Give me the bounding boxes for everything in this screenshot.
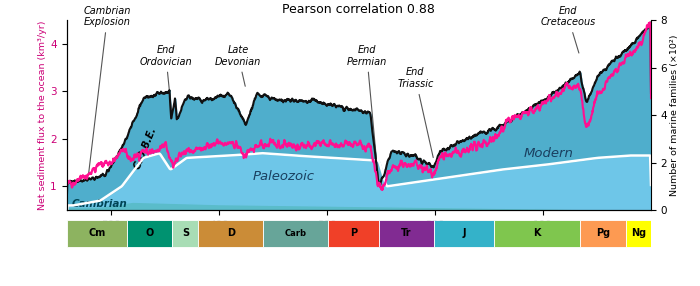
Text: End
Permian: End Permian xyxy=(346,45,387,181)
X-axis label: Time (Ma): Time (Ma) xyxy=(332,231,385,241)
FancyBboxPatch shape xyxy=(263,220,328,247)
Y-axis label: Number of marine families (×10²): Number of marine families (×10²) xyxy=(670,34,679,196)
FancyBboxPatch shape xyxy=(494,220,580,247)
Text: End
Cretaceous: End Cretaceous xyxy=(540,5,596,53)
Text: Tr: Tr xyxy=(401,228,412,238)
Text: Cambrian: Cambrian xyxy=(72,198,128,208)
Text: Cm: Cm xyxy=(88,228,106,238)
FancyBboxPatch shape xyxy=(328,220,379,247)
Text: Carb: Carb xyxy=(284,229,307,238)
FancyBboxPatch shape xyxy=(626,220,651,247)
Text: Paleozoic: Paleozoic xyxy=(253,170,315,183)
Text: P: P xyxy=(350,228,357,238)
Y-axis label: Net sediment flux to the ocean (km³/yr): Net sediment flux to the ocean (km³/yr) xyxy=(38,20,48,210)
FancyBboxPatch shape xyxy=(379,220,434,247)
FancyBboxPatch shape xyxy=(198,220,263,247)
Text: S: S xyxy=(182,228,189,238)
Text: G.O.B.E.: G.O.B.E. xyxy=(132,126,158,171)
Text: Pg: Pg xyxy=(596,228,610,238)
Text: Ng: Ng xyxy=(631,228,646,238)
FancyBboxPatch shape xyxy=(434,220,494,247)
Text: End
Triassic: End Triassic xyxy=(398,67,434,158)
Text: Pearson correlation 0.88: Pearson correlation 0.88 xyxy=(282,3,435,16)
FancyBboxPatch shape xyxy=(580,220,627,247)
FancyBboxPatch shape xyxy=(127,220,172,247)
Text: O: O xyxy=(146,228,154,238)
Text: D: D xyxy=(227,228,235,238)
FancyBboxPatch shape xyxy=(66,220,127,247)
Text: Late
Devonian: Late Devonian xyxy=(215,45,261,86)
Text: End
Ordovician: End Ordovician xyxy=(139,45,193,118)
Text: Cambrian
Explosion: Cambrian Explosion xyxy=(84,5,131,175)
FancyBboxPatch shape xyxy=(172,220,198,247)
Text: K: K xyxy=(533,228,541,238)
Text: Modern: Modern xyxy=(524,147,573,160)
Text: J: J xyxy=(462,228,466,238)
